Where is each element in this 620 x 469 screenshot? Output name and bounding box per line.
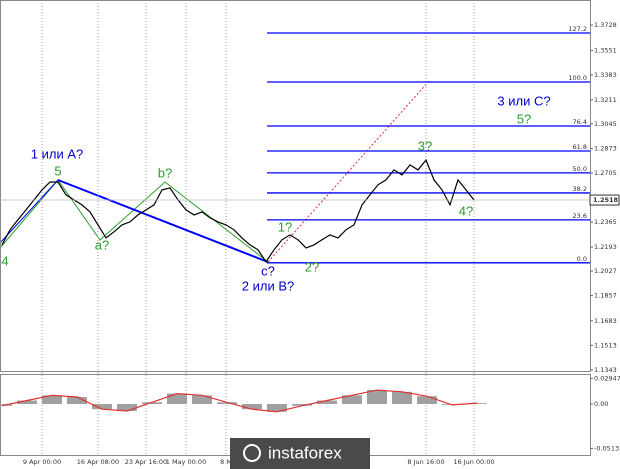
histogram-bar [242, 404, 262, 410]
y-tick-label: 0.02947 [594, 374, 620, 382]
wave-line [0, 179, 59, 244]
fib-label: 0.0 [577, 255, 587, 263]
histogram-bar [392, 391, 412, 404]
histogram-bar [167, 393, 187, 404]
fib-label: 38.2 [573, 185, 587, 193]
wave-label: 2? [305, 259, 319, 274]
histogram-bar [142, 402, 162, 404]
watermark-box [230, 438, 370, 469]
histogram-bar [17, 400, 37, 404]
watermark: instaforex [268, 443, 342, 462]
wave-label: 1 или A? [31, 146, 83, 161]
y-tick-label: 1.2873 [594, 145, 617, 153]
wave-label: c? [261, 263, 275, 278]
fib-label: 127.2 [568, 25, 587, 33]
y-tick-label: 1.3045 [594, 120, 617, 128]
histogram-bar [192, 395, 212, 404]
x-tick-label: 1 May 00:00 [166, 458, 206, 466]
wave-label: 5 [54, 163, 61, 178]
wave-label: 3? [418, 138, 432, 153]
wave-label: 2 или B? [242, 278, 294, 293]
x-tick-label: 8 Jun 16:00 [407, 458, 444, 466]
histogram-bar [267, 404, 287, 412]
histogram-bar [317, 400, 337, 404]
histogram-bar [217, 402, 237, 404]
wave-label: b? [158, 165, 172, 180]
x-tick-label: 9 Apr 00:00 [23, 458, 61, 466]
main-frame [0, 0, 591, 372]
price-line [1, 158, 475, 263]
wave-label: 4? [459, 203, 473, 218]
wave-label: 5? [517, 111, 531, 126]
wave-label: 3 или C? [497, 93, 550, 108]
y-tick-label: 1.1513 [594, 341, 617, 349]
watermark-icon [243, 444, 261, 462]
fib-label: 23.6 [573, 212, 587, 220]
fib-label: 76.4 [573, 118, 587, 126]
signal-line [1, 389, 478, 413]
histogram-bar [42, 395, 62, 404]
histogram-bar [117, 404, 137, 411]
y-tick-label: 1.3383 [594, 71, 617, 79]
y-tick-label: 1.3551 [594, 47, 617, 55]
wave-label: 1? [278, 219, 292, 234]
y-tick-label: 1.3728 [594, 21, 617, 29]
histogram-bar [417, 396, 437, 404]
wave-label: a? [95, 237, 109, 252]
x-tick-label: 23 Apr 16:00 [125, 458, 167, 466]
current-price-label: 1.2518 [593, 196, 619, 204]
y-tick-label: 1.2193 [594, 243, 617, 251]
y-tick-label: -0.05133 [594, 445, 620, 453]
y-tick-label: 0.00 [594, 400, 608, 408]
y-tick-label: 1.2705 [594, 169, 617, 177]
wave-lines [0, 79, 431, 263]
y-tick-label: 1.1683 [594, 317, 617, 325]
wave-label: 4 [1, 253, 8, 268]
histogram-bar [67, 397, 87, 404]
histogram-bar [367, 390, 387, 404]
fib-label: 50.0 [573, 165, 587, 173]
x-tick-label: 8 M [220, 458, 232, 466]
fib-label: 100.0 [568, 74, 587, 82]
wave-path [0, 179, 269, 263]
current-price-box [589, 194, 620, 206]
histogram-bar [92, 404, 112, 410]
fib-label: 61.8 [573, 143, 587, 151]
y-tick-label: 1.1857 [594, 292, 617, 300]
y-tick-label: 1.2365 [594, 218, 617, 226]
x-tick-label: 16 Apr 08:00 [77, 458, 119, 466]
y-tick-label: 1.1343 [594, 366, 617, 374]
x-tick-label: 16 Jun 00:00 [453, 458, 494, 466]
histogram-bar [342, 395, 362, 404]
histogram-bar [292, 404, 312, 406]
y-tick-label: 1.3211 [594, 96, 617, 104]
y-tick-label: 1.2027 [594, 267, 617, 275]
wave-line [57, 179, 269, 263]
trend-line [267, 79, 431, 263]
